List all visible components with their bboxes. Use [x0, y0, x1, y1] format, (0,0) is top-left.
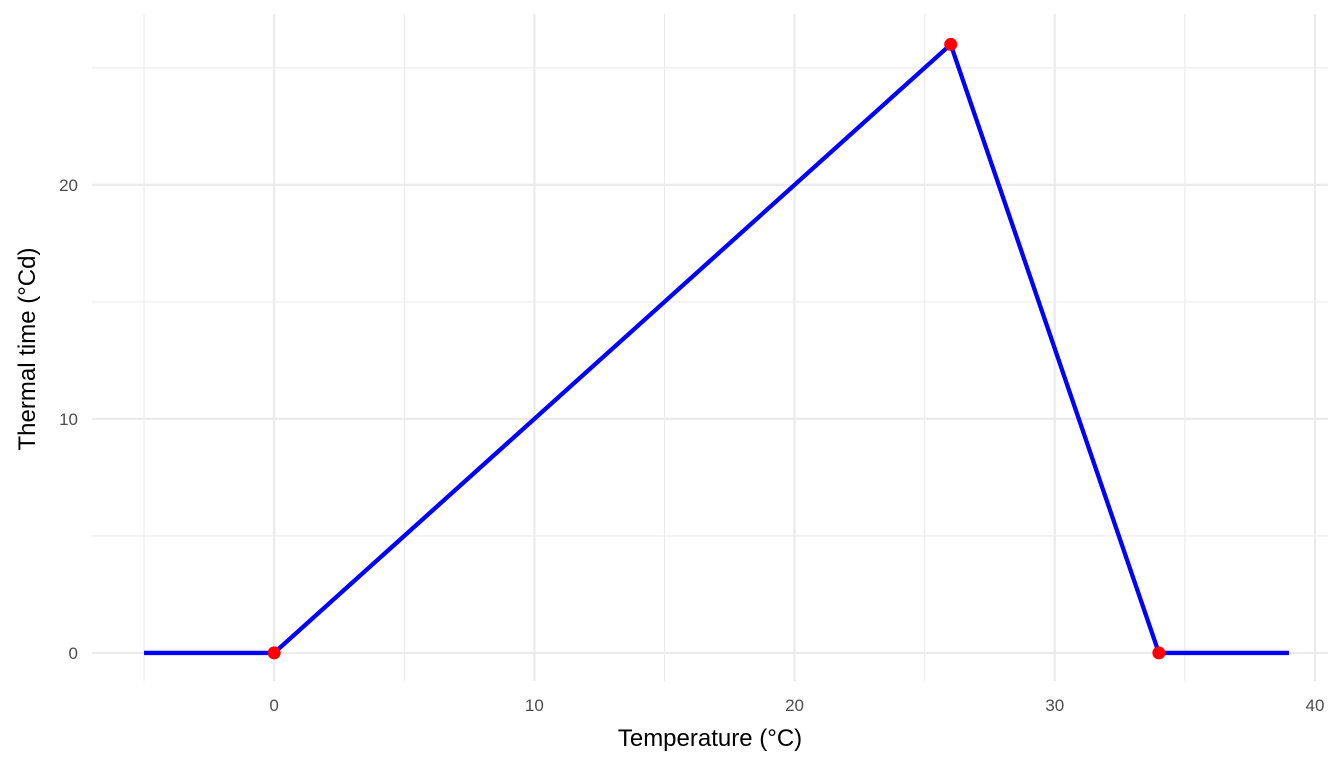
x-tick-label: 40: [1306, 696, 1325, 715]
x-tick-label: 0: [269, 696, 278, 715]
data-point: [267, 646, 281, 660]
x-tick-label: 20: [785, 696, 804, 715]
grid-major: [92, 14, 1328, 681]
x-tick-label: 30: [1045, 696, 1064, 715]
y-tick-label: 20: [59, 176, 78, 195]
y-tick-label: 0: [69, 644, 78, 663]
x-tick-label: 10: [525, 696, 544, 715]
x-tick-labels: 0 10 20 30 40: [269, 696, 1324, 715]
points-layer: [267, 37, 1166, 660]
y-tick-labels: 0 10 20: [59, 176, 78, 663]
grid-minor: [92, 14, 1328, 681]
x-axis-title: Temperature (°C): [618, 725, 802, 752]
y-tick-label: 10: [59, 410, 78, 429]
data-point: [1152, 646, 1166, 660]
data-point: [944, 37, 958, 51]
y-axis-title: Thermal time (°Cd): [14, 248, 41, 451]
